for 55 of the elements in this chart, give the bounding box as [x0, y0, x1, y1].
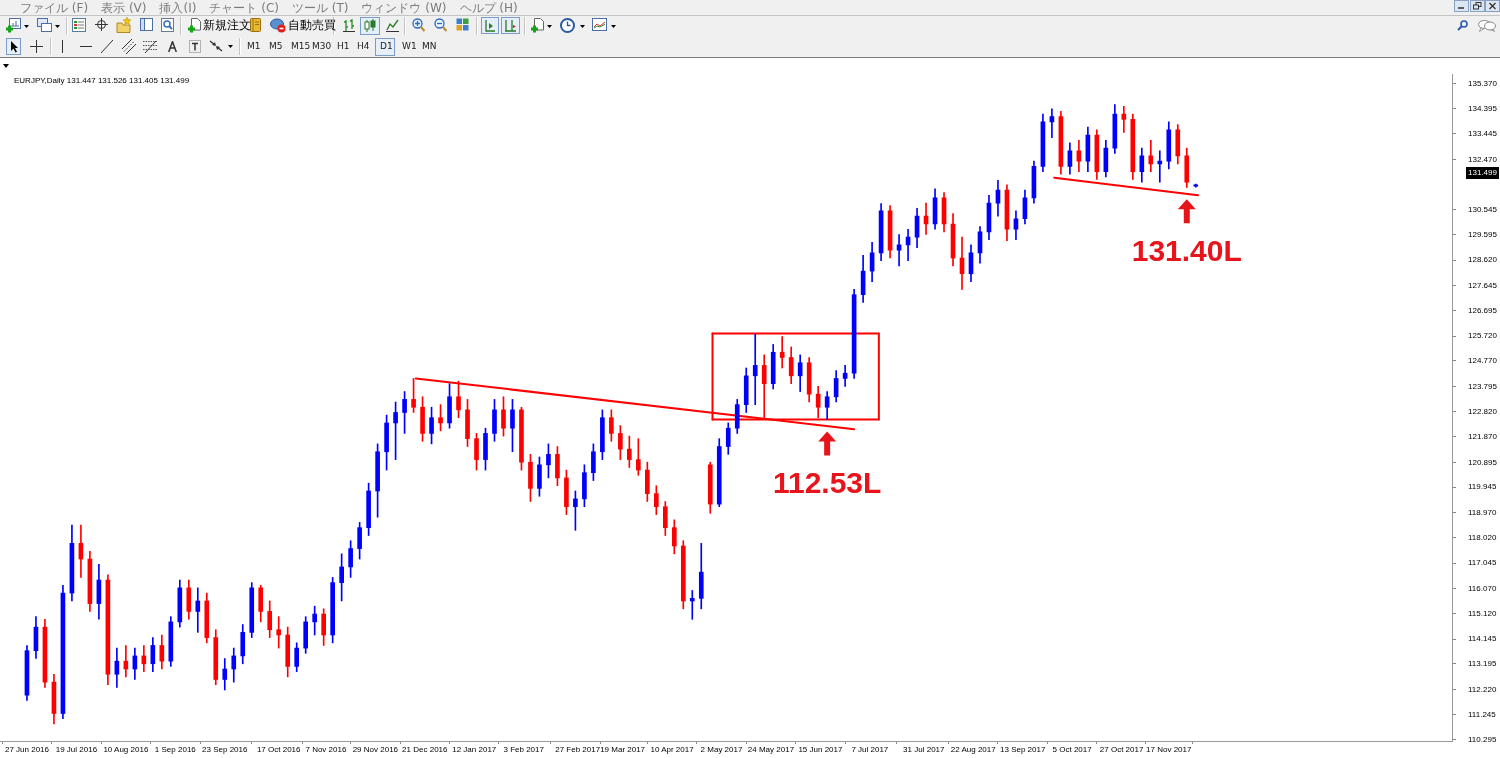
y-tick-label: 122.820 — [1468, 407, 1498, 417]
x-tick-label: 17 Oct 2016 — [256, 745, 302, 754]
x-tick-label: 24 May 2017 — [747, 745, 795, 754]
y-tick-label: 115.120 — [1468, 608, 1497, 618]
y-tick-label: 130.545 — [1468, 204, 1498, 214]
chart-title: EURJPY,Daily 131.447 131.526 131.405 131.499 — [14, 76, 190, 85]
y-tick-label: 128.620 — [1468, 255, 1498, 265]
y-tick-label: 125.720 — [1468, 331, 1498, 341]
y-tick-label: 113.195 — [1468, 659, 1497, 669]
x-tick-label: 7 Jul 2017 — [851, 745, 889, 754]
x-tick-label: 27 Jun 2016 — [4, 745, 50, 754]
x-tick-label: 21 Dec 2016 — [402, 745, 449, 754]
annotation: 131.40L — [1131, 233, 1242, 267]
x-tick-label: 3 Feb 2017 — [503, 745, 545, 754]
y-tick-label: 112.220 — [1468, 684, 1497, 694]
x-tick-label: 12 Jan 2017 — [452, 745, 497, 754]
y-tick-label: 135.370 — [1468, 78, 1498, 88]
y-tick-label: 127.645 — [1468, 280, 1498, 290]
x-tick-label: 27 Feb 2017 — [555, 745, 601, 754]
y-tick-label: 123.795 — [1468, 381, 1498, 391]
y-tick-label: 118.020 — [1468, 532, 1497, 542]
x-tick-label: 19 Mar 2017 — [600, 745, 646, 754]
y-tick-label: 126.695 — [1468, 305, 1498, 315]
x-tick-label: 10 Aug 2016 — [103, 745, 149, 754]
x-tick-label: 15 Jun 2017 — [798, 745, 843, 754]
x-tick-label: 23 Sep 2016 — [202, 745, 249, 754]
y-tick-label: 118.970 — [1468, 507, 1497, 517]
y-tick-label: 133.445 — [1468, 129, 1498, 139]
y-tick-label: 116.070 — [1468, 583, 1497, 593]
x-tick-label: 7 Nov 2016 — [305, 745, 347, 754]
y-tick-label: 134.395 — [1468, 104, 1498, 114]
x-tick-label: 17 Nov 2017 — [1146, 745, 1193, 754]
y-tick-label: 110.295 — [1468, 735, 1497, 745]
y-tick-label: 132.470 — [1468, 154, 1498, 164]
text: 131.499 — [1466, 167, 1499, 179]
y-tick-label: 114.145 — [1468, 634, 1497, 644]
y-tick-label: 124.770 — [1468, 356, 1498, 366]
x-tick-label: 1 Sep 2016 — [154, 745, 197, 754]
x-tick-label: 2 May 2017 — [700, 745, 743, 754]
y-tick-label: 121.870 — [1468, 432, 1498, 442]
x-tick-label: 31 Jul 2017 — [903, 745, 946, 754]
y-tick-label: 119.945 — [1468, 482, 1497, 492]
y-tick-label: 111.245 — [1468, 710, 1497, 720]
y-tick-label: 117.045 — [1468, 558, 1497, 568]
x-tick-label: 13 Sep 2017 — [1000, 745, 1046, 754]
y-tick-label: 120.895 — [1468, 457, 1498, 467]
x-tick-label: 5 Oct 2017 — [1052, 745, 1093, 754]
y-tick-label: 129.595 — [1468, 229, 1498, 239]
x-tick-label: 22 Aug 2017 — [950, 745, 997, 754]
toolbar: ファイル (F) 表示 (V) 挿入(I) チャート (C) ツール (T) ウィンドウ (W) ヘルプ (H) 新規注文 自動売買 M1 M5 M15 M30 H1 H4 D1 W1 MN — [0, 0, 1500, 58]
x-tick-label: 19 Jul 2016 — [55, 745, 98, 754]
x-tick-label: 29 Nov 2016 — [352, 745, 399, 754]
x-tick-label: 27 Oct 2017 — [1099, 745, 1144, 754]
annotation: 112.53L — [772, 465, 882, 499]
x-tick-label: 10 Apr 2017 — [650, 745, 695, 754]
